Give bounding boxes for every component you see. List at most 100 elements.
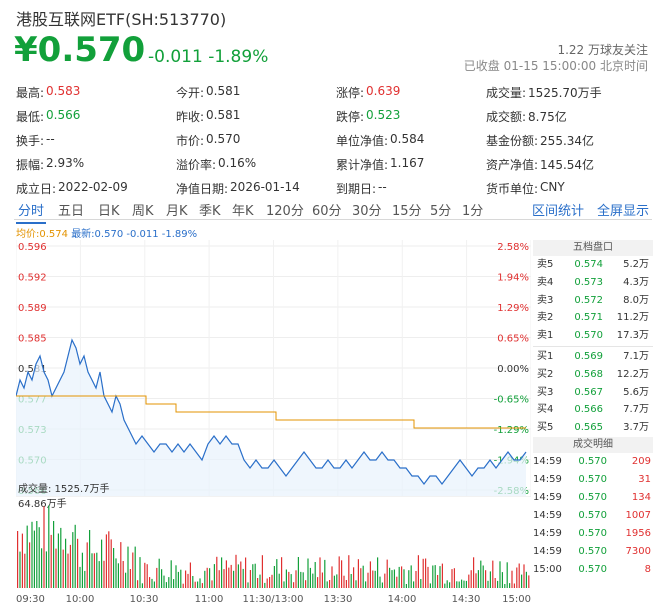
volume-bar <box>41 548 43 588</box>
stat-item: 净值日期: 2026-01-14 <box>176 180 336 204</box>
tab-4[interactable]: 月K <box>166 204 188 219</box>
followers-count[interactable]: 1.22 万球友关注 <box>557 43 648 57</box>
volume-bar <box>487 580 489 588</box>
volume-bar <box>326 581 328 588</box>
close-status: 已收盘 01-15 15:00:00 北京时间 <box>463 59 648 73</box>
trades-title: 成交明细 <box>533 436 653 453</box>
volume-bar <box>91 553 93 588</box>
volume-bar <box>413 581 415 588</box>
stat-label: 货币单位: <box>486 182 539 196</box>
tab-12[interactable]: 1分 <box>462 204 484 219</box>
volume-bar <box>463 580 465 588</box>
range-stats-link[interactable]: 区间统计 <box>532 204 585 219</box>
volume-bar <box>425 558 427 588</box>
tab-10[interactable]: 15分 <box>392 204 422 219</box>
stat-label: 振幅: <box>16 158 45 172</box>
volume-bar <box>477 570 479 588</box>
tab-5[interactable]: 季K <box>199 204 221 219</box>
orderbook-level: 卖4 <box>537 276 554 288</box>
volume-bar <box>139 557 141 588</box>
orderbook-volume: 5.6万 <box>623 386 649 398</box>
volume-bar <box>432 565 434 588</box>
volume-chart[interactable]: 64.86万手 <box>16 496 531 588</box>
tab-2[interactable]: 日K <box>98 204 120 219</box>
orderbook-title: 五档盘口 <box>533 240 653 256</box>
volume-bar <box>108 531 110 588</box>
stat-label: 到期日: <box>336 182 377 196</box>
volume-bar <box>26 525 28 588</box>
stat-value: 145.54亿 <box>540 158 595 172</box>
stat-value: 0.581 <box>206 84 241 98</box>
volume-bar <box>62 549 64 588</box>
volume-bar <box>137 580 139 588</box>
volume-bar <box>242 568 244 588</box>
orderbook-price: 0.565 <box>574 422 603 434</box>
volume-bar <box>357 559 359 588</box>
orderbook-price: 0.570 <box>574 330 603 342</box>
intraday-chart[interactable]: 0.596 2.58% 0.592 1.94% 0.589 1.29% 0.585 0.65%… <box>16 240 531 496</box>
volume-bar <box>211 580 213 588</box>
trade-time: 14:59 <box>533 455 562 467</box>
volume-bar <box>449 582 451 588</box>
tab-7[interactable]: 120分 <box>266 204 304 219</box>
chart-tabs: 分时 五日 日K 周K 月K 季K 年K 120分 60分 30分 15分 5分 1分 区间统计 全屏显示 <box>14 198 652 224</box>
volume-bar <box>156 567 158 588</box>
volume-bar <box>525 571 527 588</box>
stat-item: 基金份额: 255.34亿 <box>486 132 646 156</box>
orderbook-price: 0.568 <box>574 368 603 380</box>
tab-6[interactable]: 年K <box>232 204 254 219</box>
volume-bar <box>168 577 170 588</box>
volume-bar <box>485 570 487 588</box>
orderbook-volume: 17.3万 <box>616 330 649 342</box>
fullscreen-link[interactable]: 全屏显示 <box>597 204 650 219</box>
stat-item: 换手: -- <box>16 132 176 156</box>
volume-bar <box>206 567 208 588</box>
tab-8[interactable]: 60分 <box>312 204 342 219</box>
volume-bar <box>305 580 307 588</box>
tab-1[interactable]: 五日 <box>58 204 85 219</box>
orderbook-price: 0.573 <box>574 276 603 288</box>
orderbook-volume: 4.3万 <box>623 276 649 288</box>
volume-bar <box>468 574 470 588</box>
trade-price: 0.570 <box>578 491 607 503</box>
volume-bar <box>266 578 268 588</box>
volume-bar <box>480 560 482 588</box>
trade-price: 0.570 <box>578 545 607 557</box>
trade-row: 14:59 0.570 134 <box>533 489 653 507</box>
stats-row: 换手: -- 市价: 0.570 单位净值: 0.584 基金份额: 255.34亿 <box>16 132 646 156</box>
volume-bar <box>427 566 429 588</box>
volume-bar <box>53 521 55 588</box>
volume-bar <box>249 570 251 588</box>
volume-bar <box>281 557 283 588</box>
trade-price: 0.570 <box>578 509 607 521</box>
market-status: 1.22 万球友关注 已收盘 01-15 15:00:00 北京时间 <box>464 42 648 74</box>
stat-item: 单位净值: 0.584 <box>336 132 486 156</box>
volume-bar <box>21 533 23 588</box>
volume-bar <box>319 557 321 588</box>
trade-volume: 209 <box>631 455 651 467</box>
volume-bar <box>254 563 256 588</box>
volume-bar <box>312 573 314 588</box>
volume-bar <box>117 563 119 588</box>
stat-label: 单位净值: <box>336 134 389 148</box>
time-tick: 11:30/13:00 <box>242 594 303 605</box>
stat-label: 成立日: <box>16 182 57 196</box>
tab-11[interactable]: 5分 <box>430 204 452 219</box>
tab-3[interactable]: 周K <box>132 204 154 219</box>
tab-9[interactable]: 30分 <box>352 204 382 219</box>
volume-bar <box>324 559 326 588</box>
volume-bar <box>365 581 367 588</box>
chart-legend: 均价:0.574 最新:0.570 -0.011 -1.89% <box>16 225 197 240</box>
volume-bar <box>441 563 443 588</box>
volume-bar <box>429 583 431 588</box>
trade-time: 14:59 <box>533 491 562 503</box>
orderbook-row: 买2 0.568 12.2万 <box>533 366 653 384</box>
volume-bar <box>31 521 33 588</box>
volume-bar <box>528 575 530 588</box>
volume-bar <box>410 565 412 588</box>
volume-bar <box>182 583 184 588</box>
tab-0[interactable]: 分时 <box>15 200 47 224</box>
orderbook-row: 买3 0.567 5.6万 <box>533 384 653 402</box>
trades-list: 14:59 0.570 209 14:59 0.570 31 14:59 0.570 134 14… <box>533 453 653 579</box>
volume-bar <box>461 579 463 588</box>
